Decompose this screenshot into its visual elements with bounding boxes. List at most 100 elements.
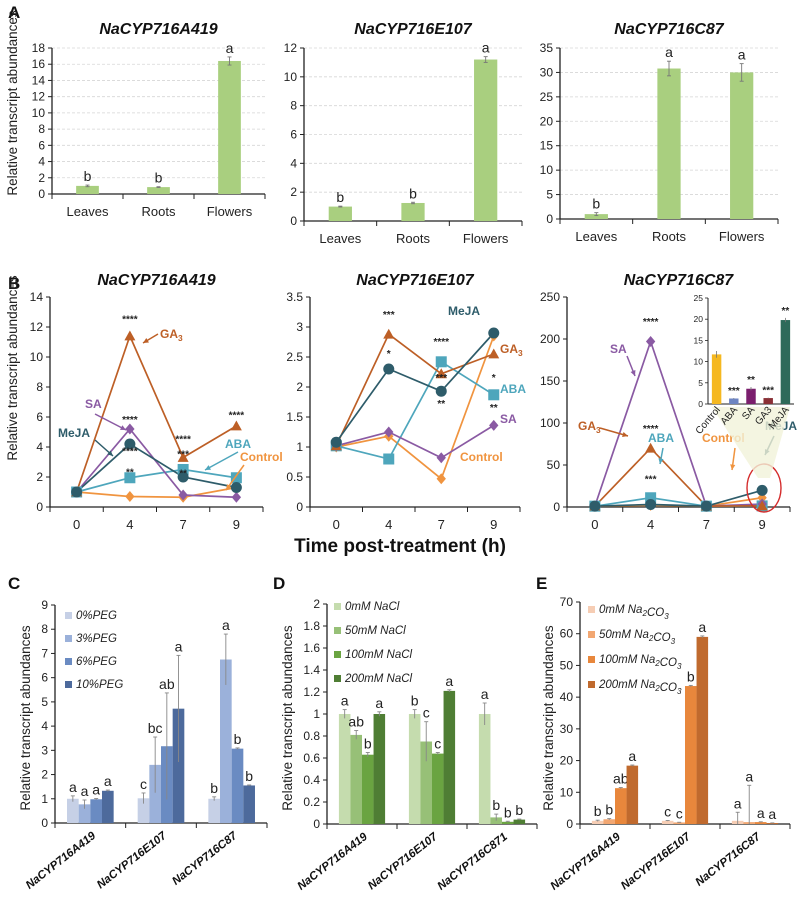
- y-axis-label-b: Relative transcript abundances: [5, 275, 20, 461]
- series-label: SA: [85, 397, 102, 411]
- significance-stars: ***: [435, 373, 447, 384]
- marker-square: [435, 356, 447, 368]
- marker-diamond: [231, 491, 242, 503]
- series-label: ABA: [500, 382, 526, 396]
- marker-diamond: [125, 423, 135, 435]
- marker-triangle: [488, 348, 500, 359]
- legend-label: 10%PEG: [76, 679, 123, 691]
- x-tick-label: 9: [490, 517, 497, 532]
- y-tick-label: 1: [313, 707, 320, 721]
- marker-circle: [124, 438, 136, 450]
- x-tick-label: 9: [233, 517, 240, 532]
- x-category-label: Flowers: [719, 229, 765, 244]
- y-tick-label: 1.5: [286, 410, 303, 424]
- significance-letter: b: [336, 189, 344, 205]
- significance-letter: b: [364, 736, 372, 752]
- marker-square: [177, 464, 189, 475]
- y-tick-label: 20: [560, 754, 574, 768]
- significance-letter: a: [734, 795, 742, 811]
- x-category-label: Roots: [396, 231, 430, 246]
- marker-circle: [700, 500, 712, 512]
- legend-label: 100mM Na2CO3: [599, 654, 682, 671]
- marker-triangle: [435, 368, 447, 379]
- bar: [661, 820, 674, 824]
- marker-circle: [230, 482, 242, 493]
- series-line-control: [336, 335, 495, 481]
- significance-stars: **: [179, 468, 187, 479]
- y-tick-label: 2: [36, 470, 43, 484]
- legend-swatch: [588, 656, 595, 663]
- y-tick-label: 2: [41, 768, 48, 782]
- marker-square: [645, 492, 657, 504]
- y-tick-label: 0.5: [286, 470, 303, 484]
- significance-letter: a: [665, 44, 673, 60]
- y-tick-label: 0.2: [303, 795, 320, 809]
- y-tick-label: 0: [290, 214, 297, 228]
- y-tick-label: 1.8: [303, 619, 320, 633]
- bar: [432, 753, 444, 824]
- arrow-head: [630, 370, 636, 376]
- legend-swatch: [65, 681, 72, 688]
- bar: [350, 734, 362, 824]
- x-category-label: NaCYP716C871: [435, 831, 509, 893]
- bar: [474, 59, 498, 222]
- y-tick-label: 0.4: [303, 773, 320, 787]
- x-tick-label: 4: [126, 517, 133, 532]
- significance-stars: ***: [645, 474, 657, 485]
- significance-letter: b: [409, 185, 417, 201]
- y-tick-label: 0: [313, 817, 320, 831]
- significance-letter: a: [341, 693, 349, 709]
- y-tick-label: 1.4: [303, 663, 320, 677]
- y-tick-label: 6: [41, 671, 48, 685]
- bar: [615, 788, 627, 824]
- y-tick-label: 3: [296, 320, 303, 334]
- y-tick-label: 10: [32, 106, 46, 120]
- series-line-ga3: [335, 332, 495, 447]
- inset-bar: [746, 388, 756, 404]
- significance-letter: ab: [159, 676, 175, 692]
- marker-circle: [645, 498, 657, 510]
- x-category-label: Roots: [142, 204, 176, 219]
- bar: [208, 798, 221, 823]
- y-tick-label: 7: [41, 646, 48, 660]
- marker-circle: [488, 327, 500, 339]
- chart-A3: 0 5 10 15 20 25 30 35 b Leaves a Roots a Flowers NaCYP…: [540, 21, 779, 244]
- significance-letter: ab: [613, 771, 629, 787]
- y-tick-label: 8: [38, 122, 45, 136]
- marker-triangle: [756, 500, 768, 511]
- significance-letter: a: [481, 686, 489, 702]
- marker-square: [124, 472, 136, 484]
- x-tick-label: 4: [647, 517, 654, 532]
- inset-y-tick-label: 10: [694, 357, 704, 367]
- bar: [231, 748, 244, 823]
- y-tick-label: 4: [38, 155, 45, 169]
- y-axis-label-d: Relative transcript abundances: [280, 625, 295, 811]
- bar: [78, 804, 91, 823]
- bar: [362, 754, 374, 824]
- significance-letter: a: [222, 617, 230, 633]
- significance-letter: b: [515, 802, 523, 818]
- arrow-head: [205, 465, 211, 470]
- x-category-label: NaCYP716A419: [295, 831, 370, 893]
- series-label: SA: [500, 412, 517, 426]
- x-tick-label: 4: [385, 517, 392, 532]
- significance-stars: ****: [643, 317, 659, 328]
- inset-zoom-wedge: [712, 407, 790, 478]
- significance-letter: b: [210, 780, 218, 796]
- series-line-aba: [76, 468, 237, 493]
- significance-letter: ab: [348, 714, 364, 730]
- chart-D: 00.20.40.60.811.21.41.61.82aabbaNaCYP716…: [295, 597, 538, 893]
- x-category-label: NaCYP716A419: [548, 831, 623, 893]
- y-tick-label: 10: [540, 163, 554, 177]
- series-line-meja: [335, 332, 495, 443]
- bar: [443, 690, 456, 824]
- y-tick-label: 10: [30, 350, 44, 364]
- legend-swatch: [334, 675, 341, 682]
- y-tick-label: 6: [290, 128, 297, 142]
- y-tick-label: 18: [32, 41, 46, 55]
- y-tick-label: 5: [546, 188, 553, 202]
- x-category-label: NaCYP716C87: [693, 831, 763, 889]
- bar: [408, 714, 421, 824]
